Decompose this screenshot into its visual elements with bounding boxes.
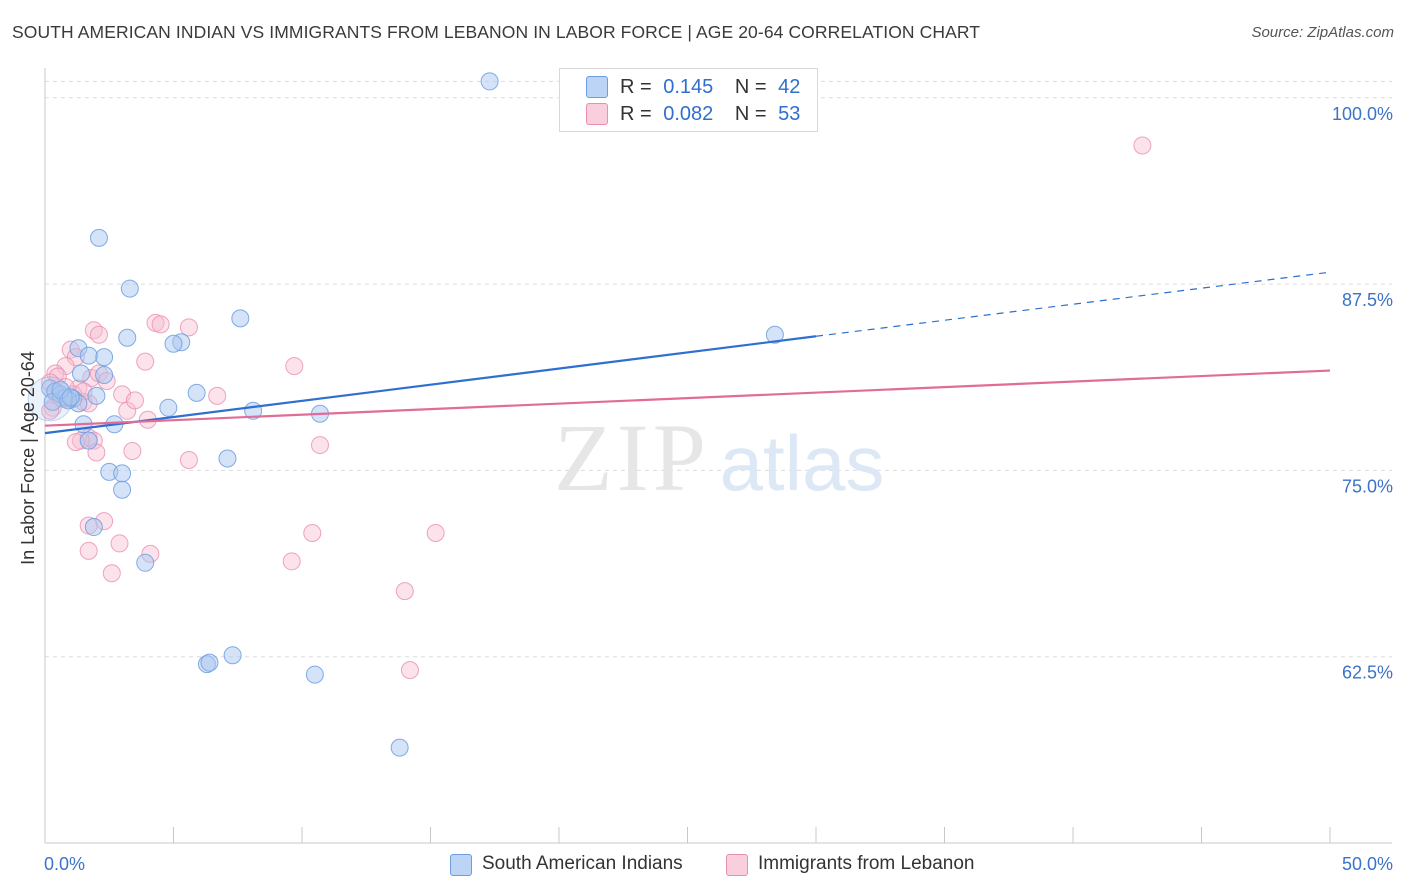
x-tick-label-1: 50.0% <box>1342 854 1393 874</box>
legend-r-label-1: R = <box>620 76 652 98</box>
series-south-american-indians-points <box>27 72 784 757</box>
point-south-american-indian-0 <box>480 72 499 91</box>
point-south-american-indian-33 <box>223 646 242 665</box>
point-south-american-indian-35 <box>200 653 219 672</box>
legend-r-value-2: 0.082 <box>663 103 714 125</box>
point-south-american-indian-3 <box>231 309 250 328</box>
legend-swatch-pink <box>586 103 608 125</box>
point-lebanon-4 <box>89 325 108 344</box>
point-lebanon-19 <box>208 386 227 405</box>
legend-n-value-1: 42 <box>778 76 801 98</box>
point-south-american-indian-20 <box>187 383 206 402</box>
legend-n-label-1: N = <box>734 76 767 98</box>
point-south-american-indian-41 <box>87 386 106 405</box>
legend-swatch-blue-bottom <box>450 854 472 876</box>
axes <box>44 68 1392 844</box>
correlation-legend: R = 0.145 N = 42 R = 0.082 N = 53 <box>559 68 818 132</box>
point-lebanon-36 <box>303 524 322 542</box>
point-lebanon-37 <box>426 524 445 542</box>
point-south-american-indian-21 <box>159 398 178 417</box>
chart-title: SOUTH AMERICAN INDIAN VS IMMIGRANTS FROM… <box>12 22 981 42</box>
point-south-american-indian-26 <box>79 431 98 450</box>
point-lebanon-51 <box>125 391 144 410</box>
legend-swatch-blue <box>586 76 608 98</box>
trend-lines <box>44 271 1331 435</box>
point-south-american-indian-6 <box>164 334 183 353</box>
point-lebanon-5 <box>151 315 170 334</box>
point-south-american-indian-8 <box>95 348 114 367</box>
point-lebanon-43 <box>395 582 414 601</box>
watermark-atlas: atlas <box>720 419 885 507</box>
point-south-american-indian-37 <box>390 738 409 757</box>
point-cluster-large <box>27 376 73 422</box>
point-lebanon-0 <box>1133 136 1152 155</box>
trend-line-south-american-indians-projection <box>815 271 1331 337</box>
grid-lines <box>45 80 1392 658</box>
point-south-american-indian-27 <box>218 449 237 468</box>
legend-label-lebanon: Immigrants from Lebanon <box>758 853 975 874</box>
point-south-american-indian-31 <box>84 518 103 537</box>
x-tick-label-0: 0.0% <box>44 854 85 874</box>
point-south-american-indian-4 <box>118 328 137 347</box>
point-lebanon-8 <box>136 352 155 371</box>
point-lebanon-41 <box>282 552 301 571</box>
legend-n-label-2: N = <box>734 103 767 125</box>
point-south-american-indian-10 <box>71 364 90 383</box>
point-lebanon-2 <box>179 318 198 337</box>
point-lebanon-31 <box>123 442 142 461</box>
point-lebanon-42 <box>102 564 121 583</box>
y-tick-label-3: 100.0% <box>1332 104 1393 124</box>
point-south-american-indian-30 <box>113 480 132 499</box>
trend-line-south-american-indians <box>44 335 817 435</box>
y-tick-label-1: 75.0% <box>1342 476 1393 496</box>
source-label: Source: ZipAtlas.com <box>1251 24 1394 41</box>
point-lebanon-39 <box>79 541 98 560</box>
point-lebanon-38 <box>110 534 129 553</box>
y-tick-label-2: 87.5% <box>1342 290 1393 310</box>
point-lebanon-9 <box>56 357 75 376</box>
point-south-american-indian-29 <box>113 464 132 483</box>
point-south-american-indian-9 <box>79 346 98 365</box>
point-south-american-indian-11 <box>95 366 114 385</box>
point-south-american-indian-38 <box>765 325 784 344</box>
point-south-american-indian-32 <box>136 553 155 572</box>
y-axis-label: In Labor Force | Age 20-64 <box>18 351 38 565</box>
y-tick-label-0: 62.5% <box>1342 663 1393 683</box>
legend-n-value-2: 53 <box>778 103 801 125</box>
point-lebanon-10 <box>285 357 304 376</box>
point-lebanon-44 <box>400 661 419 680</box>
trend-line-lebanon <box>44 369 1331 427</box>
point-lebanon-30 <box>310 436 329 455</box>
point-south-american-indian-40 <box>61 388 80 407</box>
legend-r-label-2: R = <box>620 103 652 125</box>
point-south-american-indian-1 <box>89 228 108 247</box>
tick-labels: 62.5% 75.0% 87.5% 100.0% 0.0% 50.0% <box>44 104 1393 874</box>
watermark: ZIP atlas <box>554 404 884 511</box>
watermark-zip: ZIP <box>554 404 710 511</box>
point-south-american-indian-36 <box>305 665 324 684</box>
legend-label-south-american-indians: South American Indians <box>482 853 683 874</box>
point-lebanon-33 <box>179 450 198 469</box>
legend-swatch-pink-bottom <box>726 854 748 876</box>
legend-r-value-1: 0.145 <box>663 76 714 98</box>
point-south-american-indian-2 <box>120 279 139 298</box>
point-lebanon-24 <box>118 401 137 420</box>
